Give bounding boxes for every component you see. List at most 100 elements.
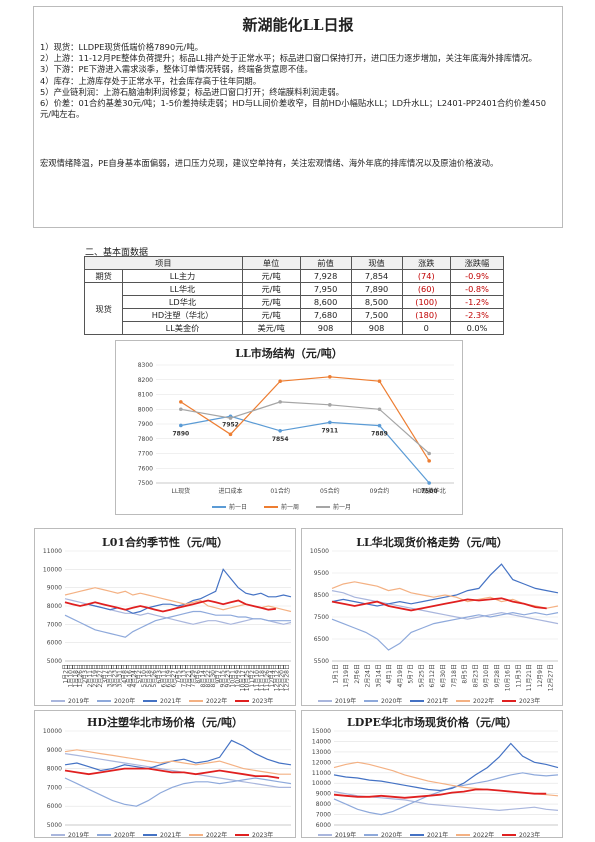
series-line [64, 568, 292, 614]
x-tick-label: 8月14日 [200, 664, 207, 687]
series-line [64, 777, 292, 807]
x-tick-label: 7月5日 [175, 664, 182, 684]
table-header-row: 项目 单位 前值 现值 涨跌 涨跌幅 [84, 256, 505, 270]
report-item: 4）库存：上游库存处于正常水平，社会库存高于往年同期。 [40, 75, 261, 86]
unit-cell: 元/吨 [241, 295, 301, 309]
prev-cell: 8,600 [299, 295, 352, 309]
curr-cell: 7,854 [350, 269, 403, 283]
x-tick-label: 1月26日 [77, 664, 84, 687]
x-tick-label: 2月3日 [82, 664, 89, 684]
data-point [328, 420, 332, 425]
y-tick-label: 9000 [47, 747, 62, 754]
series-line [64, 749, 291, 775]
legend-label: 前一日 [229, 503, 247, 511]
legend-label: 2019年 [68, 697, 89, 705]
chart-title: LDPE华北市场现货价格（元/吨） [347, 716, 517, 729]
x-tick-label: 3月14日 [375, 664, 382, 687]
data-point [228, 432, 233, 437]
legend-label: 2021年 [160, 831, 181, 839]
chg-cell: (74) [401, 269, 451, 283]
y-tick-label: 7000 [47, 784, 62, 791]
ldpe-north-chart: LDPE华北市场现货价格（元/吨） 6000 7000 8000 9000 10000 1… [301, 710, 563, 839]
report-conclusion: 宏观情绪降温，PE自身基本面偏弱，进口压力兑现，建议空单持有，关注宏观情绪、海外… [40, 158, 499, 168]
x-tick-label: 2月27日 [97, 664, 104, 687]
legend-label: 2020年 [114, 831, 135, 839]
prev-cell: 7,680 [299, 308, 352, 322]
data-label: 7911 [321, 427, 338, 434]
col-header: 涨跌幅 [449, 256, 505, 270]
y-tick-label: 8000 [138, 406, 153, 413]
x-tick-label: 1月10日 [67, 664, 74, 687]
table-row: LD华北 元/吨 8,600 8,500 (100) -1.2% [85, 295, 505, 309]
legend-label: 2023年 [519, 697, 540, 705]
x-tick-label: 7月13日 [180, 664, 187, 687]
l01-seasonal-chart: L01合约季节性（元/吨） 5000 6000 7000 8000 9000 10000 1… [34, 528, 296, 706]
y-tick-label: 10000 [312, 780, 331, 787]
y-tick-label: 8500 [314, 592, 329, 599]
legend-label: 2019年 [335, 831, 356, 839]
x-tick-label: 12月20日 [279, 664, 286, 691]
chg-cell: 0 [401, 321, 451, 335]
y-tick-label: 7500 [314, 614, 329, 621]
series-line [64, 599, 277, 613]
x-tick-label: 5月18日 [146, 664, 153, 687]
data-point [427, 451, 431, 456]
data-point [228, 416, 233, 420]
x-tick-label: 5月10日 [141, 664, 148, 687]
x-tick-label: HD现货华北 [413, 487, 446, 495]
data-point [179, 400, 183, 404]
y-tick-label: 10500 [310, 548, 329, 555]
prev-cell: 7,950 [299, 282, 352, 296]
x-tick-label: 进口成本 [218, 487, 242, 495]
report-item: 5）产业链利润：上游石脑油制利润修复；标品进口窗口打开；终端膜料利润走弱。 [40, 86, 344, 97]
x-tick-label: 8月6日 [195, 664, 202, 684]
series-line [333, 761, 559, 797]
x-tick-label: 1月19日 [343, 664, 350, 687]
ll-north-spot-chart: LL华北现货价格走势（元/吨） 5500 6500 7500 8500 9500 1050… [301, 528, 563, 706]
x-tick-label: 2月6日 [354, 664, 361, 684]
series-line [64, 739, 292, 772]
report-item: 2）上游：11-12月PE整体负荷提升；标品LL排产处于正常水平；标品进口窗口保… [40, 53, 537, 64]
x-tick-label: 1月2日 [62, 664, 69, 684]
x-tick-label: 4月16日 [126, 664, 133, 687]
legend-label: 前一月 [333, 503, 351, 511]
chg-cell: (180) [401, 308, 451, 322]
table-row: 期货 LL主力 元/吨 7,928 7,854 (74) -0.9% [83, 269, 505, 283]
x-tick-label: 7月29日 [190, 664, 197, 687]
item-cell: HD注塑（华北） [122, 308, 243, 322]
unit-cell: 元/吨 [241, 308, 301, 322]
x-tick-label: 10月17日 [239, 664, 246, 691]
y-tick-label: 7000 [47, 621, 62, 628]
y-tick-label: 7600 [138, 465, 153, 472]
data-label: 7889 [371, 431, 388, 438]
data-point [377, 423, 382, 428]
ldpe-north-chart-svg: 6000 7000 8000 9000 10000 11000 12000 13000 1400… [312, 728, 559, 839]
data-point [278, 379, 282, 384]
x-tick-label: 4月19日 [397, 664, 404, 687]
section-title: 二、基本面数据 [85, 248, 149, 258]
legend-label: 2020年 [114, 697, 135, 705]
series-line [180, 401, 430, 454]
series-line [333, 742, 559, 792]
item-cell: LD华北 [122, 295, 243, 309]
chg-cell: (60) [401, 282, 451, 296]
col-header: 单位 [241, 256, 301, 270]
series-line [331, 590, 559, 625]
pct-cell: -0.8% [449, 282, 505, 296]
series-line [180, 376, 430, 462]
x-tick-label: 10月16日 [505, 664, 512, 691]
data-point [179, 407, 183, 412]
y-tick-label: 8000 [316, 801, 331, 808]
prev-cell: 7,928 [299, 269, 352, 283]
x-tick-label: 7月21日 [185, 664, 192, 687]
y-tick-label: 6500 [314, 636, 329, 643]
table-row: 现货 LL华北 元/吨 7,950 7,890 (60) -0.8% [83, 282, 505, 335]
chart-title: HD注塑华北市场价格（元/吨） [87, 716, 243, 729]
y-tick-label: 8000 [47, 603, 62, 610]
y-tick-label: 7900 [138, 421, 153, 428]
legend-label: 2019年 [68, 831, 89, 839]
x-tick-label: 12月12日 [274, 664, 281, 691]
x-tick-label: 6月30日 [440, 664, 447, 687]
series-line [64, 767, 280, 779]
x-tick-label: 12月28日 [284, 664, 291, 691]
